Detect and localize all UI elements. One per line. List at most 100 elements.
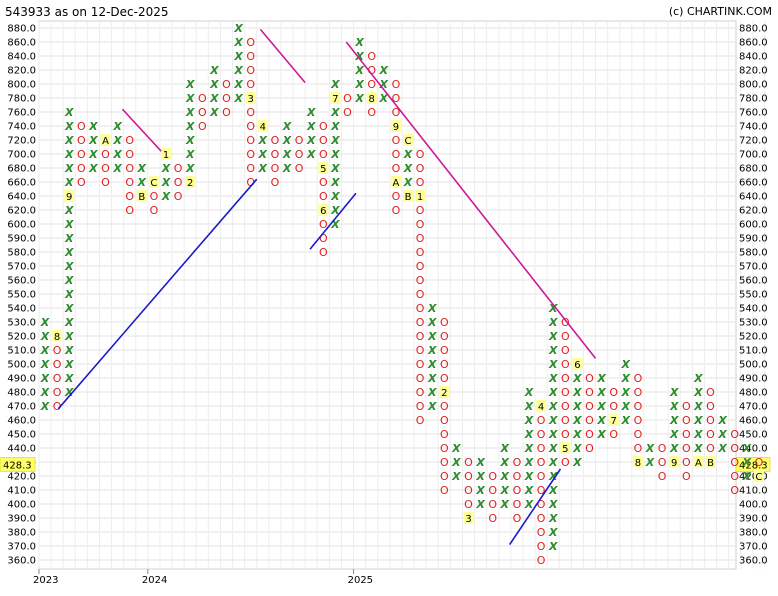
o-mark: O <box>77 148 86 161</box>
o-mark: O <box>440 344 449 357</box>
o-mark: O <box>440 428 449 441</box>
month-marker: 4 <box>260 122 266 133</box>
y-tick-label-right: 780.0 <box>739 94 768 105</box>
x-mark: X <box>475 456 485 469</box>
x-mark: X <box>524 414 534 427</box>
x-mark: X <box>330 120 340 133</box>
o-mark: O <box>295 134 304 147</box>
month-marker-bg <box>366 92 377 104</box>
o-mark: O <box>513 498 522 511</box>
x-mark: X <box>137 162 147 175</box>
y-tick-label-right: 460.0 <box>739 416 768 427</box>
x-mark: X <box>330 162 340 175</box>
trendline <box>259 28 306 84</box>
x-mark: X <box>185 106 195 119</box>
o-mark: O <box>706 442 715 455</box>
o-mark: O <box>319 176 328 189</box>
x-mark: X <box>64 148 74 161</box>
month-marker: 3 <box>248 94 254 105</box>
x-mark: X <box>64 176 74 189</box>
o-mark: O <box>53 400 62 413</box>
x-mark: X <box>112 148 122 161</box>
month-marker-bg <box>560 442 571 454</box>
x-mark: X <box>330 134 340 147</box>
x-mark: X <box>185 134 195 147</box>
o-mark: O <box>416 400 425 413</box>
o-mark: O <box>125 204 134 217</box>
x-mark: X <box>548 330 558 343</box>
x-mark: X <box>185 148 195 161</box>
o-mark: O <box>319 232 328 245</box>
o-mark: O <box>367 50 376 63</box>
x-mark: X <box>427 386 437 399</box>
o-mark: O <box>246 50 255 63</box>
y-tick-label-left: 470.0 <box>7 402 36 413</box>
x-mark: X <box>137 176 147 189</box>
x-mark: X <box>717 414 727 427</box>
month-marker-bg <box>161 148 171 160</box>
o-mark: O <box>537 554 546 567</box>
month-marker-bg <box>64 190 75 202</box>
y-tick-label-right: 580.0 <box>739 248 768 259</box>
y-tick-label-right: 540.0 <box>739 304 768 315</box>
month-marker-bg <box>148 176 159 188</box>
x-mark: X <box>548 344 558 357</box>
x-mark: X <box>403 148 413 161</box>
x-mark: X <box>233 22 243 35</box>
month-marker: 4 <box>538 402 544 413</box>
month-marker: C <box>405 136 412 147</box>
o-mark: O <box>246 148 255 161</box>
x-mark: X <box>596 386 606 399</box>
month-marker-bg <box>185 176 196 188</box>
o-mark: O <box>609 386 618 399</box>
x-mark: X <box>717 428 727 441</box>
o-mark: O <box>101 176 110 189</box>
x-mark: X <box>621 372 631 385</box>
month-marker: 8 <box>369 94 375 105</box>
x-mark: X <box>572 372 582 385</box>
x-mark: X <box>596 414 606 427</box>
axes: 360.0 360.0 370.0 370.0 380.0 380.0 390.0 390.0… <box>0 24 771 586</box>
x-mark: X <box>64 386 74 399</box>
x-mark: X <box>282 120 292 133</box>
o-mark: O <box>513 512 522 525</box>
x-mark: X <box>548 386 558 399</box>
y-tick-label-right: 450.0 <box>739 430 768 441</box>
x-mark: X <box>64 358 74 371</box>
x-mark: X <box>330 106 340 119</box>
o-mark: O <box>755 456 764 469</box>
o-mark: O <box>416 218 425 231</box>
o-mark: O <box>77 162 86 175</box>
o-mark: O <box>416 330 425 343</box>
y-tick-label-left: 460.0 <box>7 416 36 427</box>
x-mark: X <box>64 246 74 259</box>
month-marker: A <box>102 136 109 147</box>
y-tick-label-right: 570.0 <box>739 262 768 273</box>
x-mark: X <box>330 78 340 91</box>
o-mark: O <box>367 64 376 77</box>
y-tick-label-right: 520.0 <box>739 332 768 343</box>
o-mark: O <box>150 190 159 203</box>
o-mark: O <box>392 134 401 147</box>
o-mark: O <box>513 456 522 469</box>
month-marker-bg <box>693 456 704 468</box>
y-tick-label-left: 680.0 <box>7 164 36 175</box>
y-tick-label-left: 800.0 <box>7 80 36 91</box>
x-mark: X <box>669 414 679 427</box>
x-mark: X <box>548 358 558 371</box>
y-tick-label-left: 360.0 <box>7 556 36 567</box>
x-mark: X <box>64 372 74 385</box>
o-mark: O <box>343 92 352 105</box>
o-mark: O <box>271 134 280 147</box>
month-marker-bg <box>669 456 680 468</box>
x-mark: X <box>185 162 195 175</box>
o-mark: O <box>367 78 376 91</box>
o-mark: O <box>561 456 570 469</box>
o-mark: O <box>440 316 449 329</box>
x-mark: X <box>572 442 582 455</box>
y-tick-label-left: 580.0 <box>7 248 36 259</box>
o-mark: O <box>488 470 497 483</box>
x-mark: X <box>572 456 582 469</box>
x-mark: X <box>742 470 752 483</box>
o-mark: O <box>440 400 449 413</box>
